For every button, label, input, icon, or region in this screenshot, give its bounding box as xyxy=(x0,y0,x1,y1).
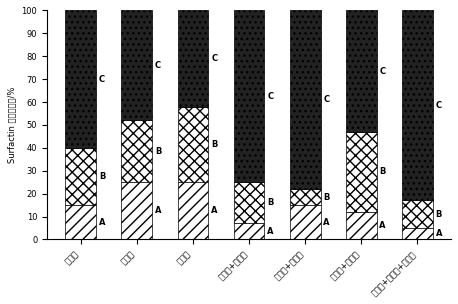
Text: C: C xyxy=(323,95,329,104)
Bar xyxy=(346,212,376,240)
Bar xyxy=(178,10,208,107)
Text: B: B xyxy=(99,172,105,181)
Bar xyxy=(289,189,321,205)
Text: A: A xyxy=(155,206,162,215)
Bar xyxy=(402,228,433,240)
Text: C: C xyxy=(436,101,442,110)
Bar xyxy=(289,10,321,189)
Text: A: A xyxy=(379,221,386,230)
Bar xyxy=(402,201,433,228)
Text: B: B xyxy=(379,168,386,176)
Bar xyxy=(65,205,96,240)
Text: C: C xyxy=(267,92,273,101)
Text: B: B xyxy=(155,147,162,156)
Text: B: B xyxy=(267,198,273,207)
Bar xyxy=(121,120,152,182)
Text: C: C xyxy=(155,61,161,70)
Text: C: C xyxy=(379,67,386,76)
Bar xyxy=(121,182,152,240)
Bar xyxy=(289,205,321,240)
Bar xyxy=(234,182,264,223)
Bar xyxy=(178,107,208,182)
Bar xyxy=(234,10,264,182)
Text: A: A xyxy=(99,218,105,227)
Text: B: B xyxy=(211,140,218,149)
Text: C: C xyxy=(211,54,217,63)
Bar xyxy=(178,182,208,240)
Bar xyxy=(346,10,376,132)
Text: B: B xyxy=(323,192,330,202)
Text: A: A xyxy=(211,206,218,215)
Bar xyxy=(234,223,264,240)
Text: A: A xyxy=(436,229,442,238)
Text: A: A xyxy=(267,227,274,236)
Text: B: B xyxy=(436,210,442,219)
Y-axis label: Surfactin 同系物组成/%: Surfactin 同系物组成/% xyxy=(7,87,16,163)
Bar xyxy=(65,10,96,148)
Text: A: A xyxy=(323,218,330,227)
Bar xyxy=(402,10,433,201)
Bar xyxy=(121,10,152,120)
Bar xyxy=(65,148,96,205)
Text: C: C xyxy=(99,75,105,84)
Bar xyxy=(346,132,376,212)
